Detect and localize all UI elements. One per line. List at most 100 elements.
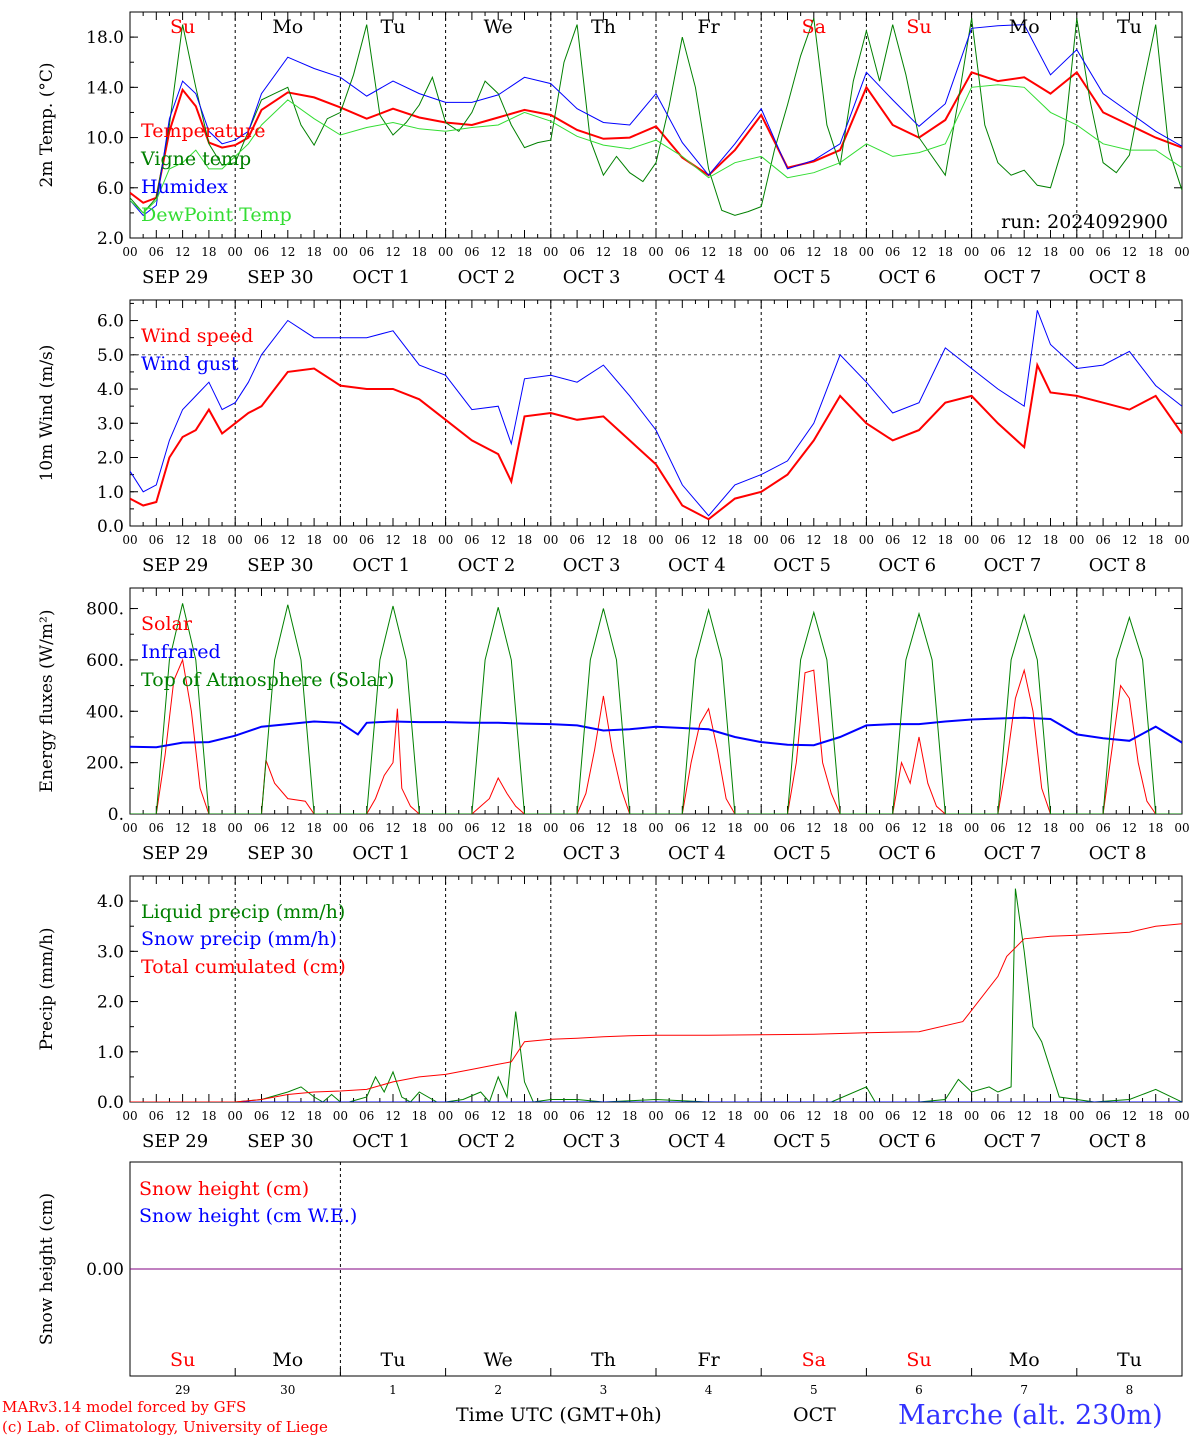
day-name: Mo bbox=[1009, 16, 1040, 38]
hour-label: 18 bbox=[517, 1109, 532, 1123]
hour-label: 06 bbox=[359, 245, 374, 259]
legend-entry: Snow height (cm) bbox=[139, 1178, 309, 1200]
hour-label: 00 bbox=[1174, 533, 1189, 547]
y-tick-label: 800. bbox=[86, 600, 124, 620]
hour-label: 00 bbox=[543, 1109, 558, 1123]
hour-label: 06 bbox=[149, 245, 164, 259]
legend-entry: DewPoint Temp bbox=[141, 204, 292, 226]
hour-label: 06 bbox=[885, 1109, 900, 1123]
y-axis-label: Snow height (cm) bbox=[37, 1193, 57, 1345]
hour-label: 00 bbox=[859, 533, 874, 547]
y-tick-label: 2.0 bbox=[97, 229, 124, 249]
hour-label: 06 bbox=[885, 245, 900, 259]
y-axis-label: Precip (mm/h) bbox=[37, 927, 57, 1050]
date-label: SEP 29 bbox=[142, 1131, 208, 1152]
hour-label: 12 bbox=[596, 821, 611, 835]
series-infrared bbox=[130, 716, 1182, 749]
hour-label: 12 bbox=[1017, 1109, 1032, 1123]
hour-label: 18 bbox=[727, 821, 742, 835]
date-label: OCT 5 bbox=[773, 843, 831, 864]
hour-label: 06 bbox=[254, 821, 269, 835]
hour-label: 12 bbox=[701, 245, 716, 259]
hour-label: 00 bbox=[754, 821, 769, 835]
hour-label: 06 bbox=[990, 533, 1005, 547]
hour-label: 12 bbox=[1017, 821, 1032, 835]
day-number: 7 bbox=[1020, 1383, 1028, 1397]
date-label: OCT 3 bbox=[563, 843, 621, 864]
legend-entry: Wind gust bbox=[141, 353, 239, 375]
hour-label: 00 bbox=[438, 1109, 453, 1123]
date-label: OCT 7 bbox=[984, 267, 1042, 288]
hour-label: 18 bbox=[306, 1109, 321, 1123]
hour-label: 00 bbox=[859, 821, 874, 835]
series-total-cumulated-cm- bbox=[130, 923, 1182, 1102]
day-name: We bbox=[484, 16, 513, 38]
hour-label: 06 bbox=[464, 821, 479, 835]
hour-label: 18 bbox=[517, 245, 532, 259]
run-label: run: 2024092900 bbox=[1001, 211, 1168, 233]
hour-label: 06 bbox=[254, 1109, 269, 1123]
hour-label: 18 bbox=[622, 245, 637, 259]
hour-label: 12 bbox=[175, 1109, 190, 1123]
hour-label: 00 bbox=[438, 533, 453, 547]
hour-label: 12 bbox=[491, 1109, 506, 1123]
hour-label: 06 bbox=[254, 245, 269, 259]
hour-label: 00 bbox=[122, 245, 137, 259]
hour-label: 00 bbox=[859, 1109, 874, 1123]
hour-label: 00 bbox=[228, 245, 243, 259]
hour-label: 18 bbox=[201, 533, 216, 547]
hour-label: 18 bbox=[306, 821, 321, 835]
legend-entry: Temperature bbox=[141, 120, 265, 142]
station-label: Marche (alt. 230m) bbox=[898, 1400, 1163, 1431]
hour-label: 18 bbox=[832, 533, 847, 547]
legend-entry: Solar bbox=[141, 613, 193, 635]
y-axis-label: 2m Temp. (°C) bbox=[37, 62, 57, 187]
hour-label: 18 bbox=[938, 533, 953, 547]
hour-label: 00 bbox=[228, 533, 243, 547]
y-tick-label: 2.0 bbox=[97, 449, 124, 469]
date-label: OCT 1 bbox=[352, 267, 410, 288]
day-name: Th bbox=[591, 16, 616, 38]
hour-label: 12 bbox=[1122, 1109, 1137, 1123]
date-label: OCT 7 bbox=[984, 555, 1042, 576]
hour-label: 18 bbox=[832, 1109, 847, 1123]
hour-label: 06 bbox=[675, 245, 690, 259]
legend-entry: Vigne temp bbox=[140, 148, 251, 170]
date-label: OCT 1 bbox=[352, 843, 410, 864]
series-vigne-temp bbox=[130, 18, 1182, 216]
y-tick-label: 1.0 bbox=[97, 483, 124, 503]
hour-label: 00 bbox=[122, 1109, 137, 1123]
hour-label: 12 bbox=[491, 821, 506, 835]
legend-entry: Liquid precip (mm/h) bbox=[141, 901, 345, 923]
date-label: OCT 6 bbox=[878, 267, 936, 288]
hour-label: 00 bbox=[1069, 1109, 1084, 1123]
legend-entry: Snow precip (mm/h) bbox=[141, 928, 337, 950]
hour-label: 18 bbox=[1148, 245, 1163, 259]
date-label: OCT 4 bbox=[668, 843, 726, 864]
y-tick-label: 0.0 bbox=[97, 517, 124, 537]
hour-label: 18 bbox=[306, 245, 321, 259]
hour-label: 00 bbox=[754, 245, 769, 259]
hour-label: 18 bbox=[622, 533, 637, 547]
hour-label: 00 bbox=[333, 533, 348, 547]
hour-label: 00 bbox=[543, 821, 558, 835]
hour-label: 06 bbox=[990, 821, 1005, 835]
hour-label: 18 bbox=[201, 245, 216, 259]
hour-label: 12 bbox=[175, 821, 190, 835]
day-number: 30 bbox=[280, 1383, 295, 1397]
date-label: OCT 6 bbox=[878, 843, 936, 864]
legend-entry: Humidex bbox=[141, 176, 228, 198]
hour-label: 18 bbox=[412, 533, 427, 547]
y-tick-label: 0.0 bbox=[97, 1093, 124, 1113]
hour-label: 12 bbox=[911, 245, 926, 259]
y-tick-label: 400. bbox=[86, 702, 124, 722]
date-label: OCT 2 bbox=[458, 843, 516, 864]
hour-label: 18 bbox=[1043, 1109, 1058, 1123]
hour-label: 18 bbox=[938, 821, 953, 835]
hour-label: 06 bbox=[1095, 1109, 1110, 1123]
day-name: Tu bbox=[1117, 1349, 1142, 1371]
day-name: Tu bbox=[381, 1349, 406, 1371]
day-number: 1 bbox=[389, 1383, 397, 1397]
date-label: SEP 29 bbox=[142, 555, 208, 576]
x-axis-label: Time UTC (GMT+0h) bbox=[456, 1404, 662, 1426]
